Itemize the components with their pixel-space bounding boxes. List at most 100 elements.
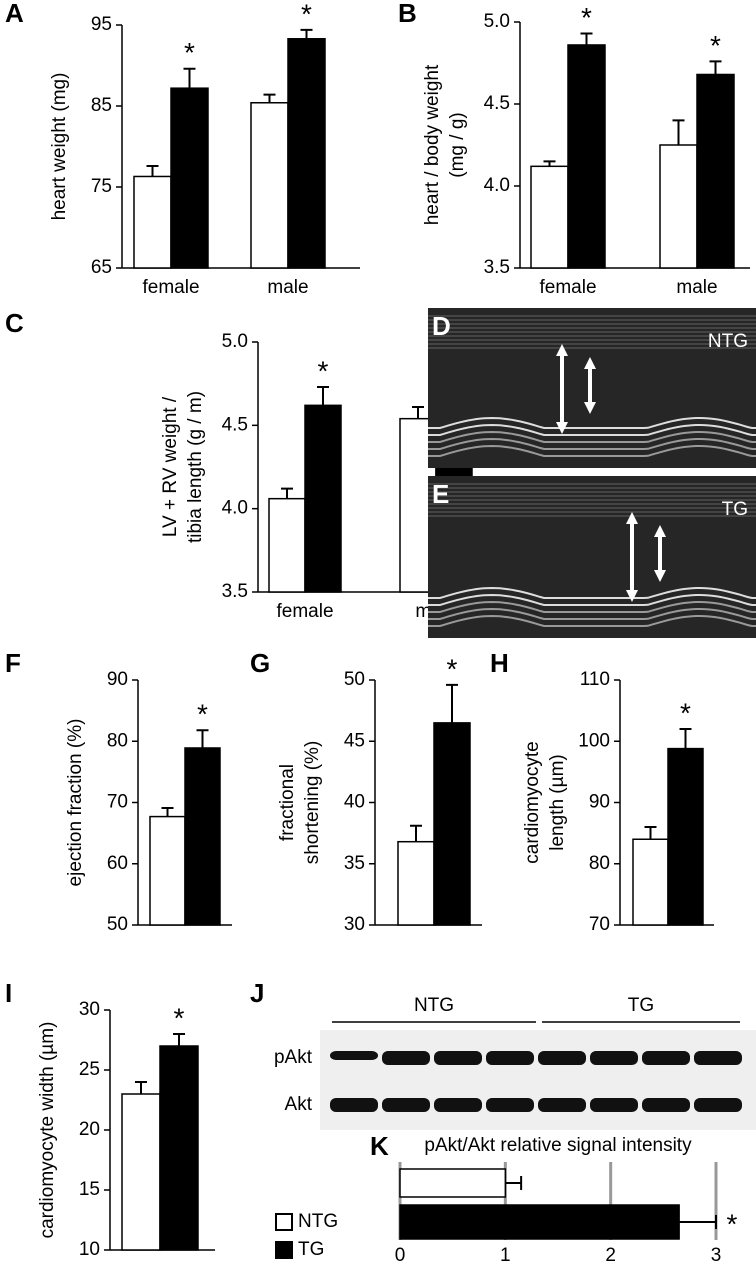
significance-mark: * — [710, 30, 721, 61]
x-tick-label: female — [276, 601, 333, 622]
significance-mark: * — [197, 699, 208, 730]
error-bar — [135, 1081, 147, 1094]
y-tick-label: 30 — [79, 999, 100, 1020]
y-axis-label: (mg / g) — [447, 112, 468, 177]
bar — [399, 1168, 507, 1198]
error-bar — [196, 729, 209, 748]
blot-band — [590, 1051, 638, 1065]
blot-membrane — [320, 1030, 756, 1130]
error-bar — [679, 728, 692, 749]
y-tick-label: 110 — [580, 669, 610, 690]
x-tick-label: 1 — [500, 1245, 511, 1266]
x-tick-label: 2 — [605, 1245, 616, 1266]
legend-swatch — [275, 1213, 293, 1231]
y-axis-label: heart / body weight — [422, 64, 443, 225]
y-tick-label: 40 — [344, 792, 365, 813]
legend-label: TG — [298, 1239, 324, 1260]
blot-group-label: NTG — [414, 995, 454, 1016]
bar — [268, 497, 306, 593]
echo-label: NTG — [708, 331, 748, 352]
panel-letter: H — [490, 648, 509, 678]
y-axis-label: shortening (%) — [302, 741, 323, 865]
bar — [121, 1093, 161, 1251]
panel-letter: F — [5, 648, 21, 678]
significance-mark: * — [318, 355, 329, 386]
error-bar — [672, 119, 685, 145]
echo-wall — [428, 430, 756, 443]
y-tick-label: 4.5 — [222, 414, 248, 435]
y-tick-label: 35 — [344, 853, 365, 874]
y-tick-label: 3.5 — [484, 257, 510, 278]
y-tick-label: 75 — [91, 176, 112, 197]
significance-mark: * — [581, 2, 592, 33]
y-axis-label: ejection fraction (%) — [65, 719, 86, 887]
bar — [184, 747, 221, 926]
panel-letter: B — [398, 0, 417, 28]
y-tick-label: 50 — [344, 669, 365, 690]
y-tick-label: 30 — [344, 914, 365, 935]
echo-wall — [428, 586, 756, 599]
panel-letter: G — [250, 648, 270, 678]
y-tick-label: 95 — [91, 14, 112, 35]
y-tick-label: 4.5 — [484, 93, 510, 114]
bar — [304, 404, 342, 593]
y-tick-label: 3.5 — [222, 581, 248, 602]
y-tick-label: 10 — [79, 1239, 100, 1260]
blot-band — [486, 1098, 534, 1112]
bar — [696, 73, 735, 269]
x-tick-label: male — [267, 277, 308, 298]
echo-wall — [428, 437, 756, 450]
y-axis-label: fractional — [277, 764, 298, 841]
panel-letter: D — [432, 311, 451, 341]
error-bar — [146, 164, 159, 177]
y-tick-label: 70 — [589, 914, 610, 935]
y-tick-label: 85 — [91, 95, 112, 116]
y-tick-label: 70 — [107, 792, 128, 813]
blot-band — [382, 1051, 430, 1065]
x-tick-label: 3 — [711, 1245, 722, 1266]
error-bar — [281, 487, 293, 499]
bar — [530, 165, 569, 269]
error-bar — [410, 824, 422, 842]
error-bar — [580, 32, 593, 45]
echo-wall — [428, 593, 756, 606]
error-bar — [183, 67, 196, 89]
bar — [667, 747, 704, 926]
echo-wall — [428, 607, 756, 620]
bar — [397, 840, 435, 926]
blot-band — [538, 1098, 586, 1112]
echo-wall — [428, 444, 756, 457]
significance-mark: * — [447, 653, 458, 684]
y-tick-label: 15 — [79, 1179, 100, 1200]
y-tick-label: 4.0 — [484, 175, 510, 196]
blot-row-label: pAkt — [274, 1047, 313, 1068]
blot-group-label: TG — [628, 995, 654, 1016]
bar — [159, 1045, 199, 1251]
blot-band — [590, 1098, 638, 1112]
blot-band — [694, 1051, 742, 1065]
blot-band — [434, 1098, 482, 1112]
error-bar — [161, 807, 174, 817]
y-tick-label: 4.0 — [222, 498, 248, 519]
chart-title: pAkt/Akt relative signal intensity — [424, 1135, 692, 1156]
y-tick-label: 60 — [107, 853, 128, 874]
significance-mark: * — [184, 37, 195, 68]
y-tick-label: 65 — [91, 257, 112, 278]
panel-letter: E — [432, 479, 449, 509]
y-tick-label: 50 — [107, 914, 128, 935]
y-axis-label: LV + RV weight / — [160, 396, 181, 537]
bar — [250, 102, 289, 269]
error-bar — [317, 386, 329, 406]
echo-wall — [428, 614, 756, 627]
blot-band — [330, 1098, 378, 1112]
y-tick-label: 90 — [589, 792, 610, 813]
significance-mark: * — [680, 697, 691, 728]
y-tick-label: 80 — [107, 730, 128, 751]
blot-band — [642, 1051, 690, 1065]
error-bar — [709, 60, 722, 75]
y-tick-label: 25 — [79, 1059, 100, 1080]
bar — [433, 722, 471, 926]
y-tick-label: 5.0 — [484, 11, 510, 32]
bar — [659, 144, 698, 269]
